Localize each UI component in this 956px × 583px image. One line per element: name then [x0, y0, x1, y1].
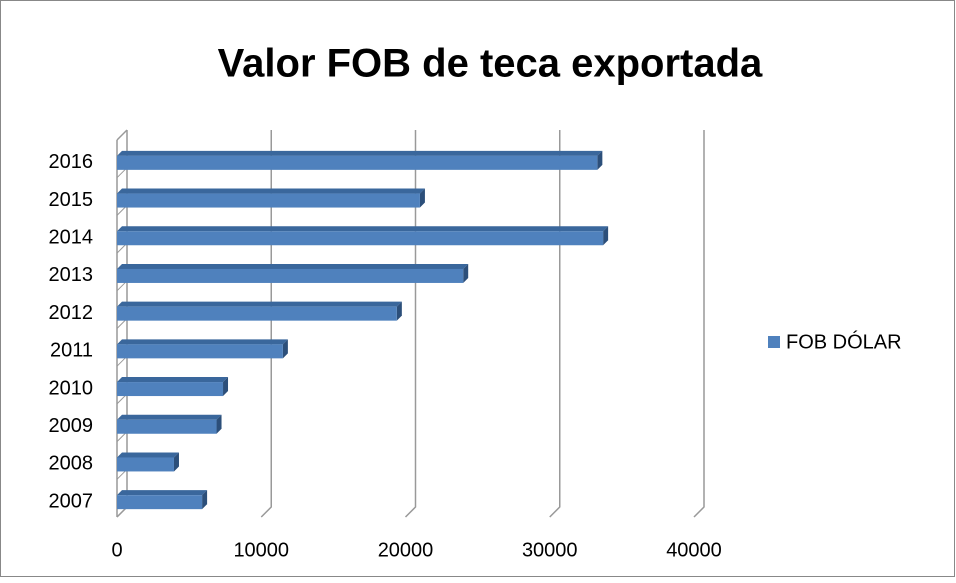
y-tick-label: 2014 [49, 227, 94, 249]
bar-top [117, 226, 609, 232]
y-tick-label: 2012 [49, 302, 94, 324]
y-axis-top [116, 129, 128, 141]
bar-top [117, 377, 229, 383]
grid-line [693, 130, 705, 518]
bar [117, 226, 609, 246]
grid-line [404, 130, 417, 518]
y-tick-label: 2008 [49, 453, 94, 475]
y-tick-label: 2016 [49, 151, 94, 173]
bar-side [173, 452, 179, 472]
bar-side [282, 339, 288, 359]
x-tick-label: 20000 [378, 539, 434, 561]
bar-top [117, 490, 208, 496]
bar [117, 188, 425, 208]
bar [117, 490, 208, 510]
y-tick-label: 2010 [49, 377, 94, 399]
y-tick-label: 2009 [49, 415, 94, 437]
bar-front [117, 457, 174, 472]
bar-front [117, 155, 598, 170]
bar-front [117, 382, 224, 397]
legend-label: FOB DÓLAR [786, 330, 902, 353]
bar-side [216, 414, 222, 434]
y-tick-label: 2011 [50, 340, 93, 362]
grid-line [260, 130, 272, 518]
bar-top [117, 452, 179, 458]
chart-title: Valor FOB de teca exportada [218, 42, 763, 86]
bar [117, 452, 179, 472]
bar [117, 263, 469, 283]
bar [117, 377, 229, 397]
bar-front [117, 231, 604, 246]
bar-front [117, 495, 203, 510]
bar-front [117, 419, 217, 434]
bar-side [463, 263, 469, 283]
bar-side [597, 150, 603, 170]
grid-line [549, 130, 561, 518]
bar [117, 150, 603, 170]
bar-front [117, 306, 397, 321]
bar-front [117, 193, 420, 208]
bar-side [396, 301, 402, 321]
bar-side [419, 188, 425, 208]
x-tick-label: 40000 [666, 539, 722, 561]
y-tick-label: 2007 [49, 490, 94, 512]
bar-side [202, 490, 208, 510]
bar [117, 414, 222, 434]
x-tick-label: 0 [111, 539, 122, 561]
bar-front [117, 268, 464, 283]
bar-front [117, 344, 283, 359]
x-tick-label: 30000 [522, 539, 578, 561]
bar [117, 339, 288, 359]
bar-side [223, 377, 229, 397]
y-tick-label: 2015 [49, 189, 94, 211]
y-tick-label: 2013 [49, 264, 94, 286]
bar-side [603, 226, 609, 246]
bar-top [117, 414, 222, 420]
x-tick-label: 10000 [233, 539, 289, 561]
bar [117, 301, 402, 321]
bar-top [117, 150, 603, 156]
bar-top [117, 263, 469, 269]
bar-top [117, 339, 288, 345]
bar-top [117, 188, 425, 194]
bar-top [117, 301, 402, 307]
legend-swatch [768, 336, 780, 348]
